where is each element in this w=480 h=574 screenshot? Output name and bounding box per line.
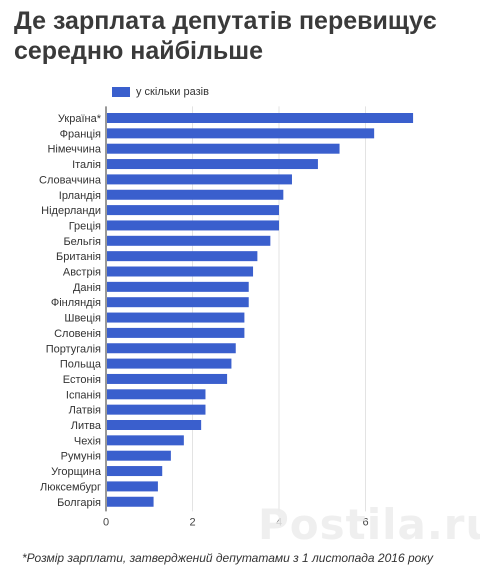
category-label-8: Бельгія [63,236,101,248]
bar-12 [107,297,249,308]
bar-19 [107,404,206,415]
bar-6 [107,205,279,216]
bar-20 [107,420,202,430]
category-label-0: Україна* [58,113,102,125]
bar-21 [107,435,184,446]
category-label-3: Італія [72,159,101,171]
category-label-21: Чехія [74,435,101,447]
x-tick-label-3: 6 [362,516,368,528]
footnote: *Розмір зарплати, затверджений депутатам… [22,551,433,565]
bar-5 [107,189,284,200]
bar-15 [107,343,236,354]
bar-17 [107,373,228,384]
bar-13 [107,312,245,323]
bar-1 [107,128,375,139]
bar-25 [107,496,154,507]
category-label-13: Швеція [64,313,101,325]
category-label-22: Румунія [61,451,101,463]
bar-11 [107,281,249,292]
category-label-9: Британія [56,251,101,263]
category-label-20: Литва [71,420,102,432]
bar-8 [107,235,271,246]
category-label-17: Естонія [63,374,101,386]
x-tick-label-1: 2 [189,516,195,528]
bar-14 [107,327,245,338]
bar-4 [107,174,292,185]
bar-0 [107,113,414,123]
bar-2 [107,143,340,154]
bar-10 [107,266,254,277]
category-label-24: Люксембург [40,481,101,493]
legend-swatch [112,87,130,97]
category-label-10: Австрія [63,267,101,279]
category-label-19: Латвія [69,405,101,417]
bar-9 [107,251,258,262]
category-label-7: Греція [69,220,101,232]
category-label-4: Словаччина [39,174,102,186]
bar-23 [107,466,163,477]
category-label-16: Польща [60,359,102,371]
category-label-12: Фінляндія [51,297,101,309]
category-label-25: Болгарія [57,497,101,509]
legend: у скільки разів [112,86,209,98]
category-label-1: Франція [60,128,101,140]
category-label-15: Португалія [46,343,101,355]
category-label-14: Словенія [54,328,101,340]
bar-3 [107,159,318,170]
category-label-18: Іспанія [66,389,101,401]
x-tick-label-0: 0 [103,516,109,528]
chart-title: Де зарплата депутатів перевищує середню … [14,7,437,65]
legend-label: у скільки разів [136,86,209,98]
bar-7 [107,220,279,231]
category-label-11: Данія [73,282,101,294]
category-label-6: Нідерланди [41,205,101,217]
bar-24 [107,481,158,492]
bar-22 [107,450,171,461]
category-label-5: Ірландія [59,190,101,202]
x-tick-label-2: 4 [276,516,282,528]
bar-18 [107,389,206,400]
bar-16 [107,358,232,369]
category-label-23: Угорщина [51,466,102,478]
watermark-logo: Postila.ru [258,500,480,549]
category-label-2: Німеччина [47,144,101,156]
